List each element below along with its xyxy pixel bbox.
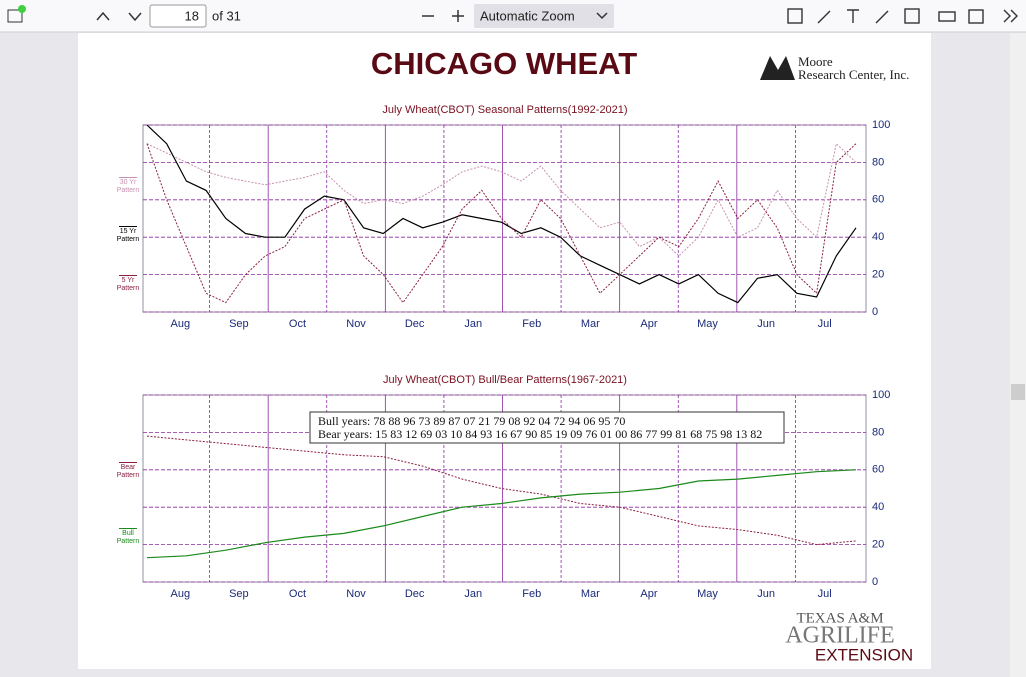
x-tick-label: Oct bbox=[289, 318, 306, 330]
scroll-thumb[interactable] bbox=[1011, 384, 1025, 400]
publisher-line: Research Center, Inc. bbox=[798, 67, 909, 82]
y-tick-label: 0 bbox=[872, 576, 878, 588]
y-tick-label: 60 bbox=[872, 194, 884, 206]
annotation-line: Bear years: 15 83 12 69 03 10 84 93 16 6… bbox=[318, 427, 762, 441]
x-tick-label: Jun bbox=[757, 588, 775, 600]
x-tick-label: Jun bbox=[757, 318, 775, 330]
next-button[interactable] bbox=[128, 12, 142, 22]
moore-logo bbox=[760, 56, 795, 80]
tool-icons[interactable] bbox=[787, 8, 1018, 24]
y-tick-label: 20 bbox=[872, 269, 884, 281]
footer-line: TEXAS A&M bbox=[796, 610, 883, 626]
y-tick-label: 100 bbox=[872, 119, 890, 131]
x-tick-label: May bbox=[697, 588, 718, 600]
annotation-line: Bull years: 78 88 96 73 89 87 07 21 79 0… bbox=[318, 414, 625, 428]
x-tick-label: Aug bbox=[171, 318, 191, 330]
y-tick-label: 100 bbox=[872, 389, 890, 401]
sidebar-button[interactable] bbox=[7, 9, 23, 23]
y-tick-label: 20 bbox=[872, 539, 884, 551]
x-tick-label: Jul bbox=[818, 318, 832, 330]
series-line bbox=[146, 143, 857, 304]
series-line bbox=[146, 469, 857, 559]
x-tick-label: Apr bbox=[640, 318, 657, 330]
y-tick-label: 60 bbox=[872, 464, 884, 476]
x-tick-label: Dec bbox=[405, 318, 425, 330]
annotation-box bbox=[309, 411, 785, 444]
series-line bbox=[146, 435, 857, 546]
x-tick-label: Dec bbox=[405, 588, 425, 600]
legend-entry: 30 Yr Pattern bbox=[111, 177, 145, 195]
x-tick-label: Apr bbox=[640, 588, 657, 600]
zoom-label: Automatic Zoom bbox=[480, 8, 575, 23]
doc-title: CHICAGO WHEAT bbox=[371, 46, 637, 81]
y-tick-label: 40 bbox=[872, 501, 884, 513]
x-tick-label: Jul bbox=[818, 588, 832, 600]
x-tick-label: Nov bbox=[346, 318, 366, 330]
chart-title: July Wheat(CBOT) Bull/Bear Patterns(1967… bbox=[383, 374, 627, 386]
zoom-arrow bbox=[596, 12, 608, 20]
x-tick-label: Aug bbox=[171, 588, 191, 600]
page-count: of 31 bbox=[212, 8, 241, 23]
x-tick-label: Mar bbox=[581, 318, 600, 330]
publisher-line: Moore bbox=[798, 54, 833, 69]
x-tick-label: Feb bbox=[522, 588, 541, 600]
footer-line: EXTENSION bbox=[815, 645, 913, 664]
x-tick-label: Sep bbox=[229, 588, 249, 600]
y-tick-label: 80 bbox=[872, 156, 884, 168]
page-input[interactable] bbox=[149, 4, 207, 28]
zoom-select[interactable] bbox=[474, 4, 614, 28]
x-tick-label: Jan bbox=[464, 588, 482, 600]
y-tick-label: 40 bbox=[872, 231, 884, 243]
series-line bbox=[146, 142, 857, 257]
pdf-page bbox=[78, 33, 931, 669]
x-tick-label: Mar bbox=[581, 588, 600, 600]
legend-entry: Bull Pattern bbox=[111, 528, 145, 546]
chart-title: July Wheat(CBOT) Seasonal Patterns(1992-… bbox=[382, 104, 627, 116]
legend-entry: 5 Yr Pattern bbox=[111, 275, 145, 293]
x-tick-label: Oct bbox=[289, 588, 306, 600]
prev-button[interactable] bbox=[96, 11, 110, 21]
scrollbar[interactable] bbox=[1010, 33, 1026, 677]
series-line bbox=[146, 124, 857, 304]
footer-line: AGRILIFE bbox=[785, 623, 894, 649]
x-tick-label: Feb bbox=[522, 318, 541, 330]
zoom-in[interactable] bbox=[452, 10, 464, 22]
status-dot bbox=[18, 5, 26, 13]
legend-entry: Bear Pattern bbox=[111, 462, 145, 480]
page-number: 18 bbox=[185, 8, 199, 23]
legend-entry: 15 Yr Pattern bbox=[111, 226, 145, 244]
x-tick-label: Nov bbox=[346, 588, 366, 600]
y-tick-label: 80 bbox=[872, 426, 884, 438]
x-tick-label: May bbox=[697, 318, 718, 330]
x-tick-label: Sep bbox=[229, 318, 249, 330]
y-tick-label: 0 bbox=[872, 306, 878, 318]
x-tick-label: Jan bbox=[464, 318, 482, 330]
